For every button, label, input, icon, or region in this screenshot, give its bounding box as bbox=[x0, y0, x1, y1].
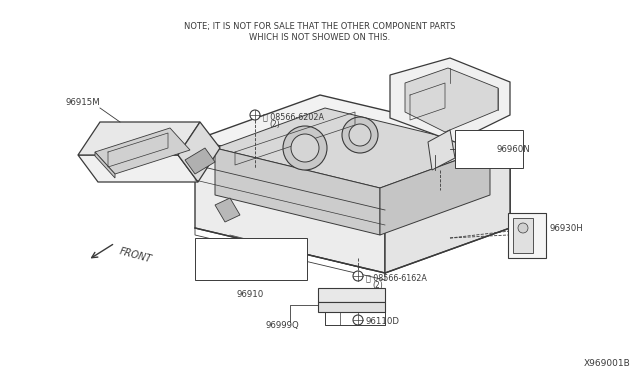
Text: (2): (2) bbox=[372, 281, 383, 290]
Text: WHICH IS NOT SHOWED ON THIS.: WHICH IS NOT SHOWED ON THIS. bbox=[250, 33, 390, 42]
Polygon shape bbox=[390, 58, 510, 142]
Text: 96910: 96910 bbox=[236, 290, 264, 299]
Circle shape bbox=[353, 271, 363, 281]
Bar bbox=[508, 213, 546, 258]
Polygon shape bbox=[195, 140, 385, 273]
Polygon shape bbox=[78, 155, 198, 182]
Text: 96930H: 96930H bbox=[549, 224, 583, 232]
Polygon shape bbox=[385, 140, 510, 273]
Circle shape bbox=[291, 134, 319, 162]
Circle shape bbox=[518, 223, 528, 233]
Text: NOTE; IT IS NOT FOR SALE THAT THE OTHER COMPONENT PARTS: NOTE; IT IS NOT FOR SALE THAT THE OTHER … bbox=[184, 22, 456, 31]
Polygon shape bbox=[318, 302, 385, 312]
Polygon shape bbox=[95, 152, 115, 178]
Circle shape bbox=[353, 315, 363, 325]
Bar bbox=[513, 218, 533, 253]
Text: Ⓢ 08566-6202A: Ⓢ 08566-6202A bbox=[263, 112, 324, 121]
Circle shape bbox=[250, 110, 260, 120]
Polygon shape bbox=[318, 288, 385, 302]
Bar bbox=[455, 130, 523, 168]
Text: X969001B: X969001B bbox=[583, 359, 630, 368]
Text: 96110D: 96110D bbox=[366, 317, 400, 326]
Polygon shape bbox=[78, 122, 200, 155]
Circle shape bbox=[349, 124, 371, 146]
Text: 96915M: 96915M bbox=[65, 98, 100, 107]
Text: 96960N: 96960N bbox=[496, 144, 530, 154]
Circle shape bbox=[283, 126, 327, 170]
Polygon shape bbox=[215, 108, 490, 188]
Circle shape bbox=[342, 117, 378, 153]
Text: FRONT: FRONT bbox=[118, 246, 153, 264]
Polygon shape bbox=[428, 130, 455, 170]
Bar bbox=[195, 238, 307, 280]
Polygon shape bbox=[215, 148, 380, 235]
Text: Ⓢ 08566-6162A: Ⓢ 08566-6162A bbox=[366, 273, 427, 282]
Text: (2): (2) bbox=[269, 120, 280, 129]
Polygon shape bbox=[215, 198, 240, 222]
Text: 96999Q: 96999Q bbox=[265, 321, 299, 330]
Polygon shape bbox=[95, 128, 190, 174]
Polygon shape bbox=[405, 68, 498, 132]
Polygon shape bbox=[195, 95, 510, 185]
Polygon shape bbox=[380, 148, 490, 235]
Polygon shape bbox=[185, 148, 215, 174]
Polygon shape bbox=[178, 122, 220, 182]
